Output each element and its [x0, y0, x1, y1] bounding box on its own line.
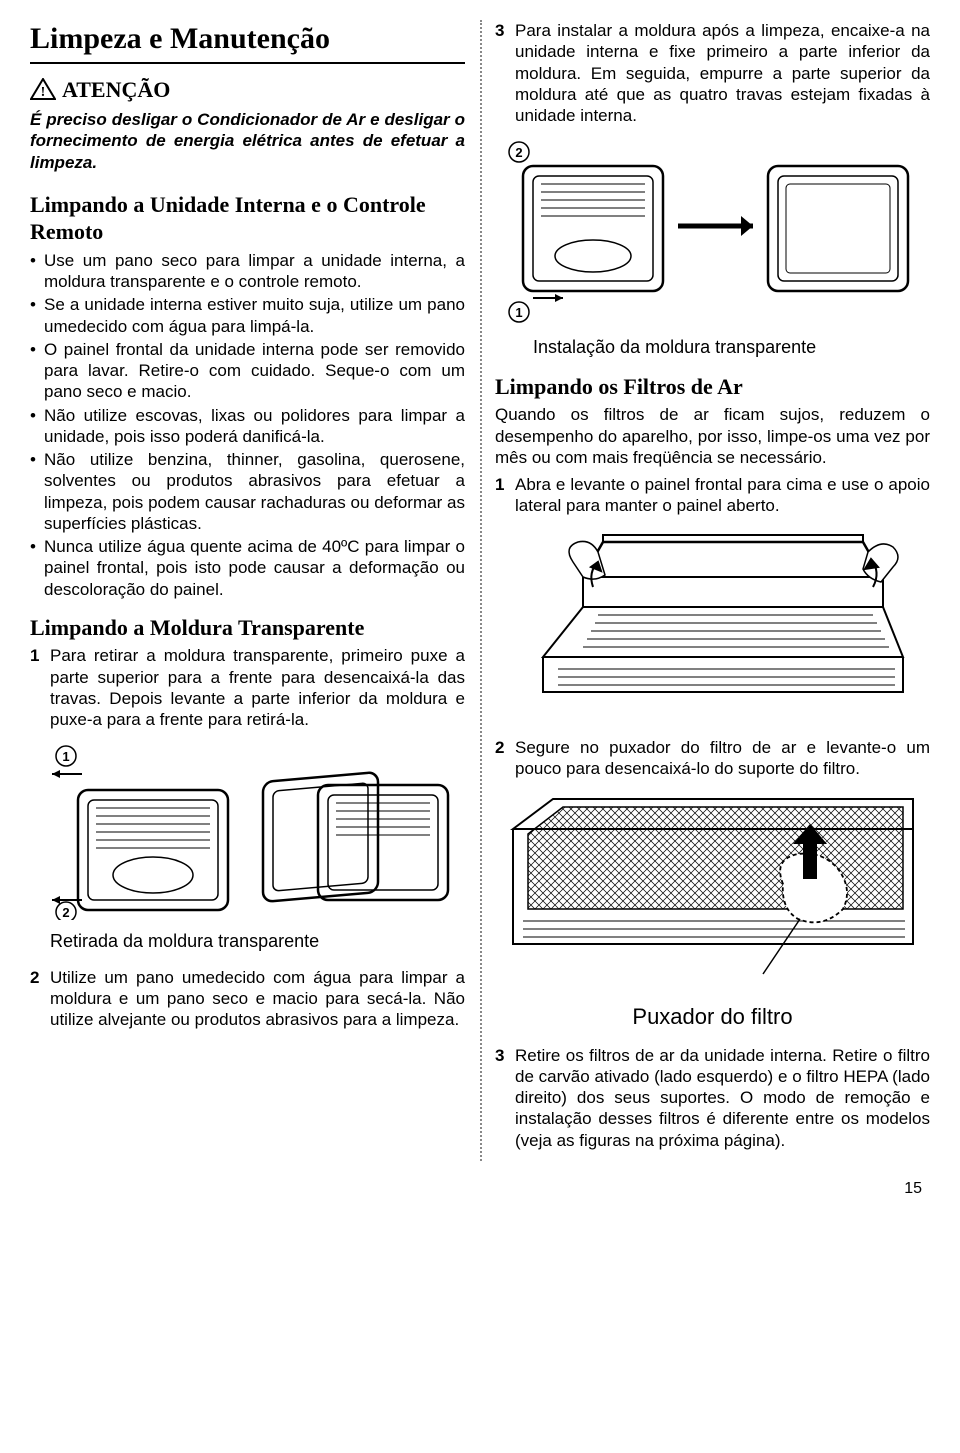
step-number: 2 [495, 737, 504, 758]
svg-text:1: 1 [515, 305, 522, 320]
step-number: 2 [30, 967, 39, 988]
caption-instalacao: Instalação da moldura transparente [533, 336, 930, 359]
ordered-item: 3 Para instalar a moldura após a limpeza,… [495, 20, 930, 126]
caption-retirada: Retirada da moldura transparente [50, 930, 465, 953]
remote-bullet-list: Use um pano seco para limpar a unidade i… [30, 250, 465, 600]
filtros-step2: 2 Segure no puxador do filtro de ar e lev… [495, 737, 930, 780]
step-text: Para instalar a moldura após a limpeza, … [515, 21, 930, 125]
figure-abrir-painel [495, 527, 930, 727]
step-text: Retire os filtros de ar da unidade inter… [515, 1046, 930, 1150]
step-text: Para retirar a moldura transparente, pri… [50, 646, 465, 729]
puxador-label: Puxador do filtro [495, 1003, 930, 1031]
ordered-item: 3 Retire os filtros de ar da unidade inte… [495, 1045, 930, 1151]
warning-text: É preciso desligar o Condicionador de Ar… [30, 109, 465, 173]
step-text: Abra e levante o painel frontal para cim… [515, 475, 930, 515]
svg-text:1: 1 [62, 749, 69, 764]
page-number: 15 [30, 1179, 930, 1199]
left-column: Limpeza e Manutenção ! ATENÇÃO É preciso… [30, 20, 465, 1161]
list-item: O painel frontal da unidade interna pode… [30, 339, 465, 403]
warning-label: ATENÇÃO [62, 76, 170, 104]
step-number: 1 [495, 474, 504, 495]
step-number: 1 [30, 645, 39, 666]
ordered-item: 2 Utilize um pano umedecido com água para… [30, 967, 465, 1031]
moldura-step2: 2 Utilize um pano umedecido com água para… [30, 967, 465, 1031]
figure-retirada-moldura: 1 [30, 740, 465, 920]
warning-heading: ! ATENÇÃO [30, 76, 465, 104]
list-item: Nunca utilize água quente acima de 40ºC … [30, 536, 465, 600]
svg-text:!: ! [41, 85, 46, 100]
filtros-step1: 1 Abra e levante o painel frontal para ci… [495, 474, 930, 517]
caption-text: Instalação da moldura transparente [533, 337, 816, 357]
list-item: Se a unidade interna estiver muito suja,… [30, 294, 465, 337]
section-heading-filtros: Limpando os Filtros de Ar [495, 373, 930, 401]
ordered-item: 1 Abra e levante o painel frontal para ci… [495, 474, 930, 517]
warning-triangle-icon: ! [30, 78, 56, 100]
ordered-item: 1 Para retirar a moldura transparente, pr… [30, 645, 465, 730]
moldura-step3: 3 Para instalar a moldura após a limpeza,… [495, 20, 930, 126]
section-heading-remote: Limpando a Unidade Interna e o Controle … [30, 191, 465, 246]
title-rule [30, 62, 465, 64]
page-title: Limpeza e Manutenção [30, 20, 465, 58]
list-item: Não utilize benzina, thinner, gasolina, … [30, 449, 465, 534]
filtros-step3: 3 Retire os filtros de ar da unidade inte… [495, 1045, 930, 1151]
step-text: Utilize um pano umedecido com água para … [50, 968, 465, 1030]
column-divider [480, 20, 482, 1161]
step-text: Segure no puxador do filtro de ar e leva… [515, 738, 930, 778]
step-number: 3 [495, 20, 504, 41]
step-number: 3 [495, 1045, 504, 1066]
caption-text: Retirada da moldura transparente [50, 931, 319, 951]
figure-instalacao-moldura: 2 [495, 136, 930, 326]
svg-text:2: 2 [515, 145, 522, 160]
list-item: Não utilize escovas, lixas ou polidores … [30, 405, 465, 448]
filtros-intro: Quando os filtros de ar ficam sujos, red… [495, 404, 930, 468]
moldura-steps: 1 Para retirar a moldura transparente, pr… [30, 645, 465, 730]
list-item: Use um pano seco para limpar a unidade i… [30, 250, 465, 293]
ordered-item: 2 Segure no puxador do filtro de ar e lev… [495, 737, 930, 780]
svg-text:2: 2 [62, 905, 69, 920]
right-column: 3 Para instalar a moldura após a limpeza,… [495, 20, 930, 1161]
figure-puxador-filtro [495, 789, 930, 999]
section-heading-moldura: Limpando a Moldura Transparente [30, 614, 465, 642]
